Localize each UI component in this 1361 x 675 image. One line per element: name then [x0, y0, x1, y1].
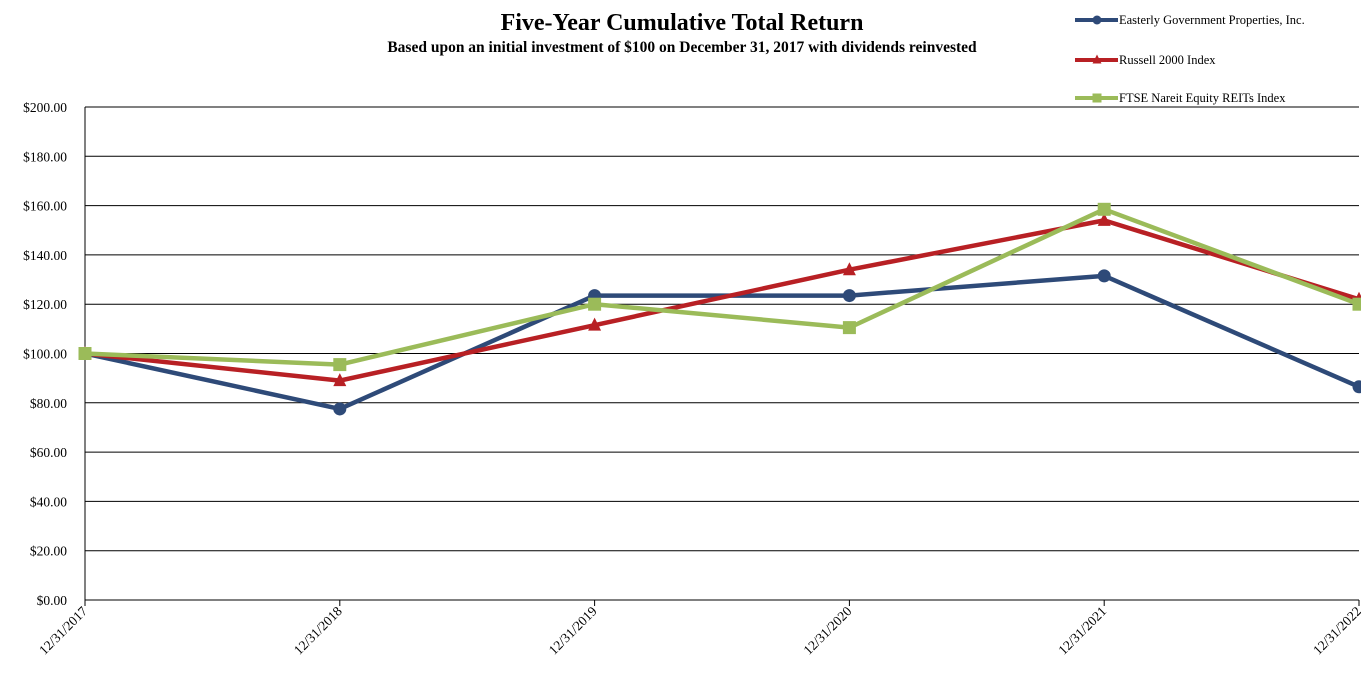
- legend-label: FTSE Nareit Equity REITs Index: [1119, 91, 1286, 105]
- circle-point: [1092, 15, 1102, 25]
- square-point: [1352, 297, 1361, 311]
- legend: Easterly Government Properties, Inc. Russ…: [1075, 13, 1305, 105]
- y-tick-label: $100.00: [23, 347, 67, 362]
- y-tick-label: $20.00: [30, 544, 67, 559]
- gridlines: [85, 106, 1359, 601]
- series-3: [78, 202, 1361, 372]
- square-point: [1092, 93, 1102, 103]
- x-tick-label: 12/31/2020: [800, 603, 854, 657]
- legend-item: FTSE Nareit Equity REITs Index: [1075, 91, 1286, 105]
- x-tick-label: 12/31/2021: [1055, 604, 1109, 658]
- legend-label: Russell 2000 Index: [1119, 53, 1216, 67]
- series-1: [78, 269, 1361, 416]
- y-tick-label: $160.00: [23, 199, 67, 214]
- square-point: [333, 358, 347, 372]
- square-point: [588, 297, 602, 311]
- x-tick-label: 12/31/2017: [36, 603, 90, 657]
- x-tick-label: 12/31/2018: [291, 603, 345, 657]
- y-tick-label: $140.00: [23, 248, 67, 263]
- series-line: [84, 218, 1360, 383]
- square-point: [78, 347, 92, 360]
- square-point: [1097, 202, 1111, 216]
- triangle-point: [842, 262, 856, 276]
- y-tick-label: $180.00: [23, 149, 67, 164]
- chart-subtitle: Based upon an initial investment of $100…: [387, 39, 977, 56]
- chart-title: Five-Year Cumulative Total Return: [501, 10, 864, 36]
- legend-label: Easterly Government Properties, Inc.: [1119, 13, 1305, 27]
- y-tick-label: $200.00: [23, 100, 67, 115]
- x-axis-ticks: 12/31/2017 12/31/2018 12/31/2019 12/31/2020…: [36, 600, 1361, 658]
- y-tick-label: $60.00: [30, 445, 67, 460]
- series-line: [84, 207, 1360, 367]
- circle-point: [333, 402, 347, 416]
- triangle-point: [1097, 212, 1111, 226]
- circle-point: [1352, 380, 1361, 394]
- series-lines: [78, 202, 1361, 416]
- legend-item: Russell 2000 Index: [1075, 53, 1216, 67]
- y-tick-label: $80.00: [30, 396, 67, 411]
- x-tick-label: 12/31/2022: [1310, 604, 1361, 658]
- circle-point: [1097, 269, 1111, 283]
- circle-point: [842, 289, 856, 303]
- y-tick-label: $0.00: [37, 593, 68, 608]
- triangle-point: [588, 317, 602, 331]
- legend-item: Easterly Government Properties, Inc.: [1075, 13, 1305, 27]
- y-tick-label: $40.00: [30, 494, 67, 509]
- y-axis-ticks: $0.00 $20.00 $40.00 $60.00 $80.00 $100.00 $120…: [23, 100, 67, 608]
- triangle-point: [333, 373, 347, 387]
- triangle-point: [1092, 54, 1102, 64]
- square-point: [842, 321, 856, 335]
- x-tick-label: 12/31/2019: [546, 603, 600, 657]
- y-tick-label: $120.00: [23, 297, 67, 312]
